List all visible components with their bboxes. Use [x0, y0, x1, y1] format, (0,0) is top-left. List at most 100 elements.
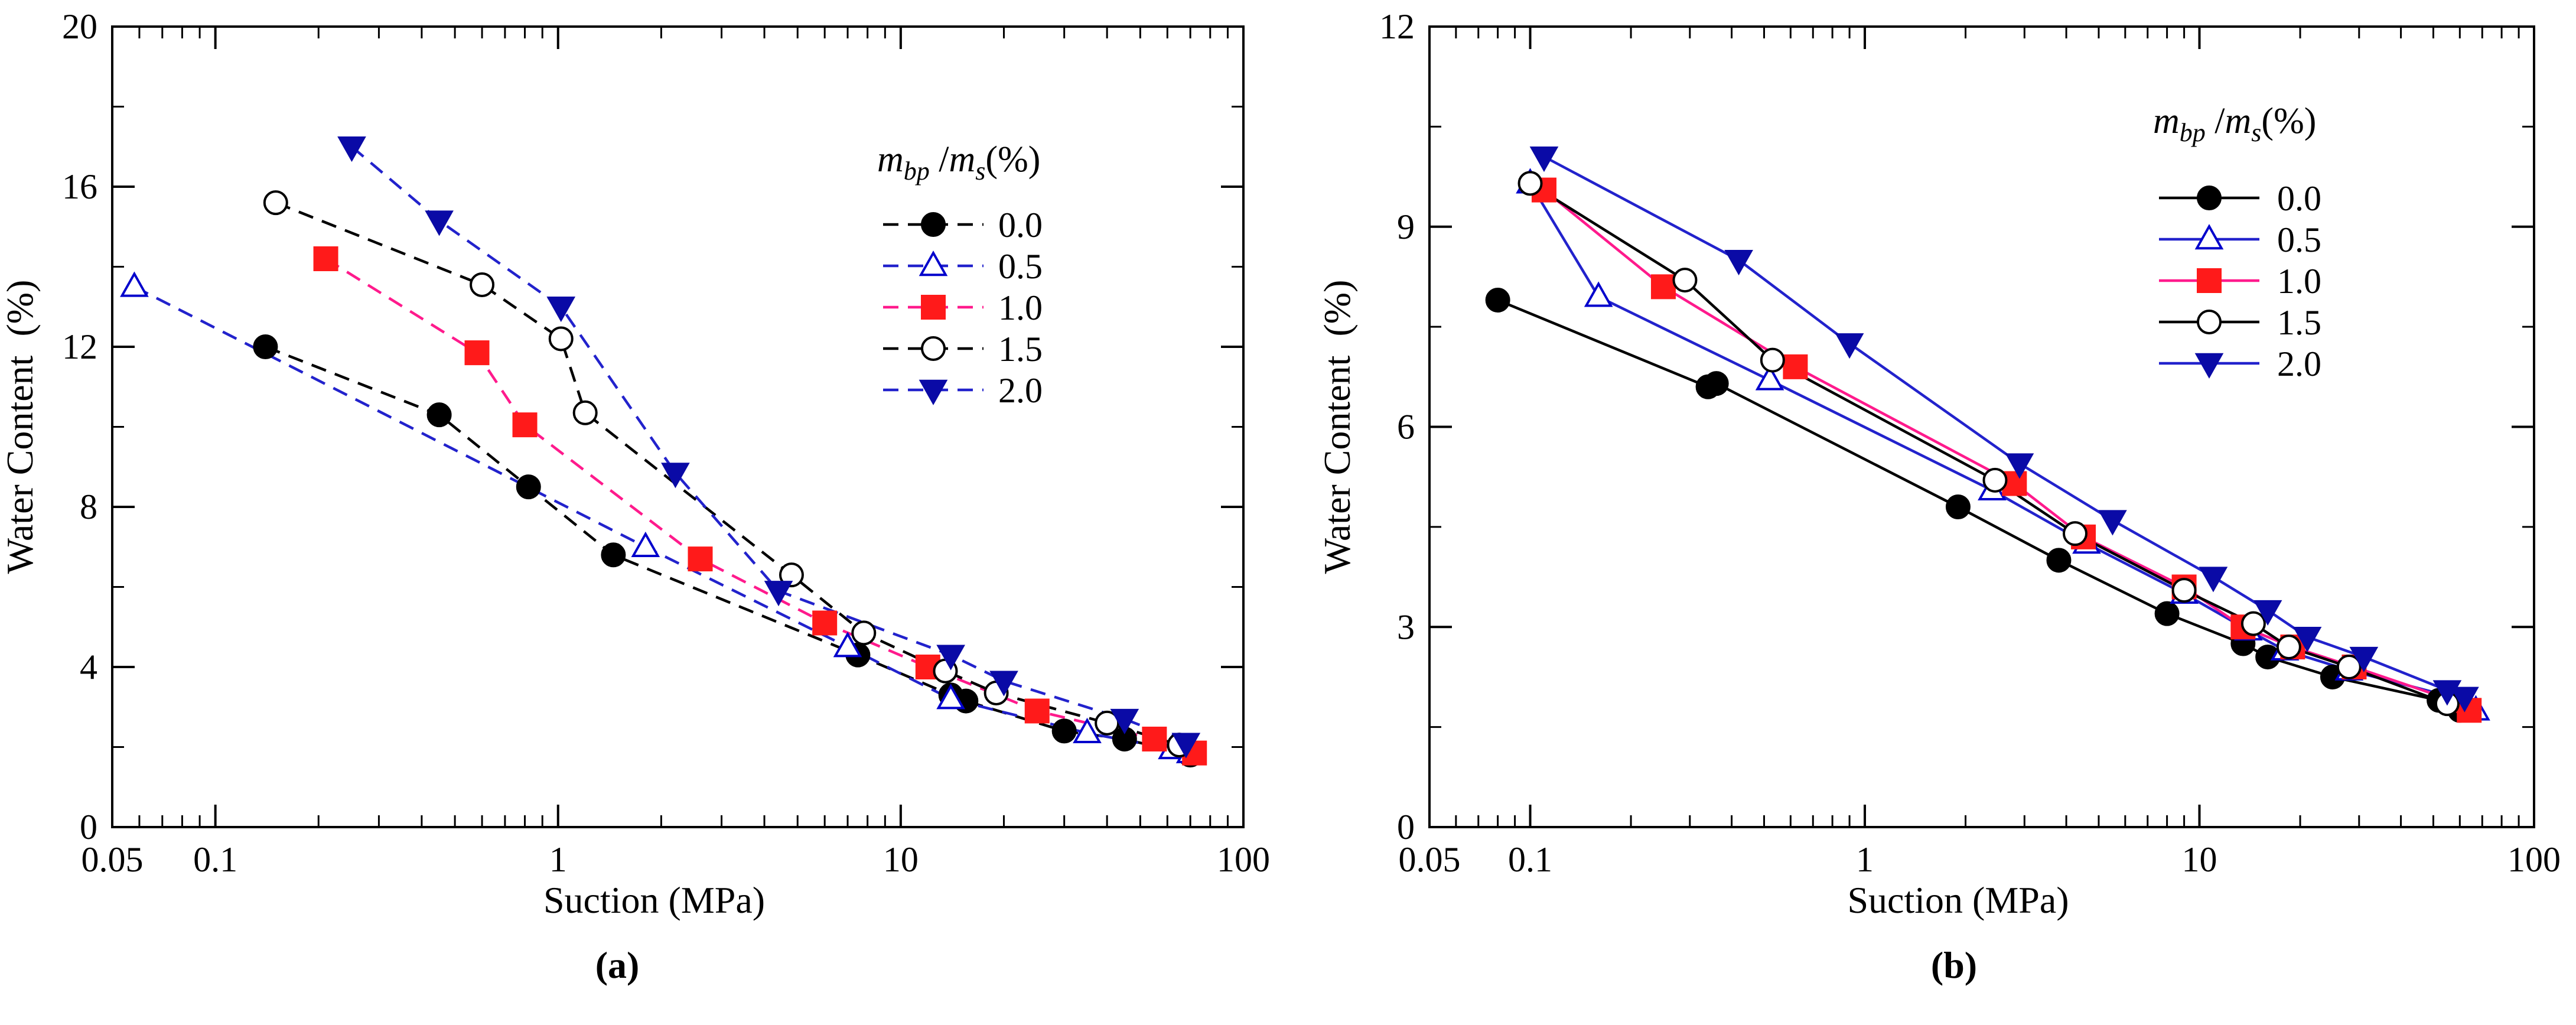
data-point-2.0 [661, 463, 690, 489]
y-tick-label: 12 [1379, 7, 1415, 46]
data-point-0.0 [1945, 494, 1971, 519]
legend-label-0.0: 0.0 [2277, 179, 2321, 218]
series-line-0.0 [265, 345, 1191, 757]
plot-frame [111, 25, 1245, 828]
data-point-0.0 [516, 474, 541, 500]
data-point-2.0 [764, 581, 793, 607]
data-point-1.5 [1760, 347, 1785, 373]
data-point-2.0 [2098, 510, 2127, 536]
legend-marker-1.5 [921, 336, 946, 361]
data-point-0.5 [936, 684, 965, 710]
data-point-1.0 [1650, 274, 1676, 300]
x-tick-label: 10 [883, 840, 919, 879]
y-axis-label: Water Content (%) [1316, 280, 1358, 574]
data-point-0.0 [1704, 371, 1729, 396]
data-point-2.0 [2292, 626, 2322, 653]
y-tick-label: 0 [1397, 808, 1415, 847]
legend-label-0.0: 0.0 [998, 206, 1043, 245]
data-point-0.0 [253, 334, 278, 359]
plot-frame [1428, 25, 2535, 828]
data-point-1.0 [1783, 354, 1808, 379]
panel-b: 0.05 0.1 1 10 100 0 3 6 9 12 Suction (MPa) Water Co… [1316, 7, 2561, 986]
data-point-1.0 [688, 546, 713, 572]
y-tick-label: 4 [80, 647, 97, 686]
legend-label-0.5: 0.5 [998, 247, 1043, 286]
data-point-0.5 [631, 531, 660, 557]
legend-label-1.0: 1.0 [998, 288, 1043, 327]
data-point-1.0 [464, 340, 490, 366]
legend-label-2.0: 2.0 [2277, 344, 2321, 383]
data-point-1.5 [548, 326, 574, 352]
data-point-2.0 [1724, 250, 1753, 276]
data-point-1.5 [2276, 634, 2301, 660]
data-point-1.5 [263, 190, 288, 216]
data-point-1.5 [2062, 521, 2087, 546]
data-point-2.0 [337, 136, 366, 162]
panel-a: 0.05 0.1 1 10 100 0 4 8 12 16 20 Suction (MPa) Water… [0, 7, 1270, 986]
data-point-1.0 [313, 246, 338, 271]
panel-caption: (a) [595, 944, 640, 986]
series-line-1.0 [325, 258, 1195, 754]
legend-marker-1.0 [921, 295, 946, 320]
legend-marker-2.0 [919, 379, 948, 405]
data-point-1.5 [2336, 655, 2362, 679]
data-point-2.0 [936, 645, 965, 671]
y-tick-label: 12 [62, 327, 97, 366]
data-point-1.5 [2240, 611, 2266, 636]
data-point-1.5 [1982, 467, 2008, 493]
x-tick-label: 0.05 [1399, 840, 1461, 879]
x-axis-label: Suction (MPa) [543, 879, 765, 921]
legend-marker-0.5 [2194, 224, 2224, 250]
x-axis-label: Suction (MPa) [1847, 879, 2069, 921]
y-tick-label: 16 [62, 167, 97, 206]
x-tick-label: 100 [1217, 840, 1270, 879]
y-axis-label: Water Content (%) [0, 280, 41, 574]
data-point-0.5 [833, 632, 862, 658]
legend-marker-1.5 [2197, 310, 2222, 334]
data-point-1.5 [2171, 578, 2197, 603]
data-point-1.5 [572, 400, 598, 425]
data-point-0.0 [426, 402, 452, 428]
y-tick-label: 8 [80, 487, 97, 526]
y-tick-label: 20 [62, 7, 97, 46]
data-point-0.5 [1584, 281, 1613, 307]
y-tick-label: 9 [1397, 207, 1415, 246]
x-tick-label: 1 [1856, 840, 1874, 879]
data-point-2.0 [2005, 453, 2034, 479]
x-tick-label: 0.1 [193, 840, 237, 879]
data-point-2.0 [989, 671, 1018, 697]
data-point-2.0 [546, 297, 576, 323]
data-point-1.5 [779, 562, 804, 588]
data-point-0.5 [120, 271, 149, 297]
data-point-2.0 [1835, 333, 1864, 359]
data-point-2.0 [425, 210, 454, 236]
data-point-0.0 [1485, 287, 1510, 313]
series-line-1.5 [275, 201, 1180, 747]
data-point-0.0 [2046, 548, 2072, 573]
legend-label-0.5: 0.5 [2277, 220, 2321, 259]
data-point-2.0 [2199, 567, 2228, 593]
legend-label-1.0: 1.0 [2277, 262, 2321, 301]
data-point-1.5 [851, 620, 877, 646]
legend-marker-1.0 [2197, 268, 2222, 293]
data-point-2.0 [2450, 686, 2479, 712]
data-point-1.5 [470, 272, 495, 297]
data-point-2.0 [1171, 733, 1201, 759]
data-point-1.0 [1142, 726, 1167, 751]
data-point-1.5 [1672, 268, 1698, 293]
data-point-0.0 [1051, 718, 1077, 744]
series-line-0.5 [1529, 183, 2477, 712]
data-point-2.0 [1110, 708, 1139, 735]
data-point-2.0 [1529, 146, 1559, 173]
data-point-1.0 [812, 610, 838, 636]
legend-label-1.5: 1.5 [998, 330, 1043, 369]
legend-title: mbp /ms(%) [877, 139, 1040, 186]
data-point-0.5 [1755, 365, 1784, 391]
legend-label-2.0: 2.0 [998, 371, 1043, 410]
legend-marker-2.0 [2194, 353, 2224, 379]
x-tick-label: 1 [549, 840, 567, 879]
panel-caption: (b) [1931, 944, 1977, 986]
legend-marker-0.5 [919, 250, 948, 276]
data-point-2.0 [2349, 646, 2379, 672]
y-tick-label: 0 [80, 808, 97, 847]
